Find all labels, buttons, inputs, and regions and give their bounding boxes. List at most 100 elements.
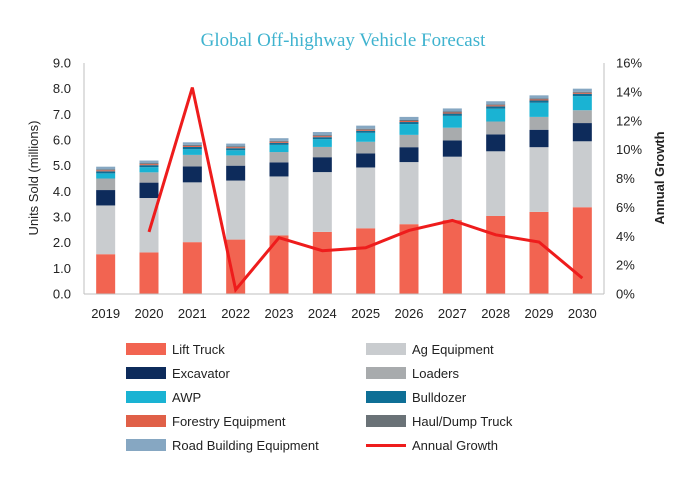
bar-bulldozer-2030 [572, 93, 592, 97]
x-tick-label: 2024 [308, 306, 337, 321]
bar-lift-truck-2028 [486, 215, 506, 294]
bar-road-building-equipment-2029 [529, 95, 549, 99]
legend-swatch [366, 343, 406, 355]
legend-item: Bulldozer [366, 387, 466, 407]
legend-item: Excavator [126, 363, 230, 383]
bar-bulldozer-2027 [442, 113, 462, 116]
bar-excavator-2022 [226, 165, 246, 181]
bar-haul-dump-truck-2025 [356, 128, 376, 130]
bar-haul-dump-truck-2023 [269, 140, 289, 142]
bar-road-building-equipment-2025 [356, 125, 376, 129]
bar-bulldozer-2024 [312, 137, 332, 140]
legend-label: Road Building Equipment [172, 437, 319, 453]
bar-loaders-2029 [529, 116, 549, 130]
y2-tick-label: 0% [616, 287, 635, 302]
bar-bulldozer-2029 [529, 100, 549, 103]
bar-road-building-equipment-2027 [442, 108, 462, 112]
legend-swatch [366, 443, 406, 447]
bar-haul-dump-truck-2028 [486, 104, 506, 106]
bar-excavator-2020 [139, 182, 159, 199]
bar-ag-equipment-2024 [312, 172, 332, 232]
bar-haul-dump-truck-2022 [226, 146, 246, 148]
bar-forestry-equipment-2021 [182, 145, 202, 147]
y2-tick-label: 12% [616, 113, 642, 128]
legend-item: Haul/Dump Truck [366, 411, 512, 431]
bar-loaders-2025 [356, 141, 376, 154]
y-tick-label: 1.0 [53, 261, 71, 276]
bar-road-building-equipment-2028 [486, 101, 506, 105]
bar-haul-dump-truck-2024 [312, 135, 332, 137]
bar-road-building-equipment-2026 [399, 116, 419, 120]
bar-road-building-equipment-2021 [182, 142, 202, 145]
x-tick-label: 2021 [178, 306, 207, 321]
legend-swatch [126, 391, 166, 403]
y2-tick-label: 16% [616, 56, 642, 71]
bar-loaders-2030 [572, 110, 592, 124]
bar-awp-2030 [572, 96, 592, 111]
bar-bulldozer-2019 [96, 171, 116, 174]
bar-awp-2029 [529, 102, 549, 117]
bar-excavator-2019 [96, 190, 116, 206]
bar-road-building-equipment-2019 [96, 166, 116, 170]
bar-excavator-2027 [442, 140, 462, 157]
bar-forestry-equipment-2025 [356, 129, 376, 131]
y2-tick-label: 2% [616, 258, 635, 273]
y2-axis-title: Annual Growth [652, 131, 667, 224]
bar-lift-truck-2024 [312, 231, 332, 294]
legend-label: Lift Truck [172, 341, 225, 357]
legend-item: Ag Equipment [366, 339, 494, 359]
bar-haul-dump-truck-2026 [399, 119, 419, 122]
bar-awp-2022 [226, 150, 246, 156]
bar-road-building-equipment-2023 [269, 138, 289, 141]
x-tick-label: 2022 [221, 306, 250, 321]
bar-loaders-2021 [182, 154, 202, 167]
bar-lift-truck-2030 [572, 207, 592, 294]
y2-tick-label: 10% [616, 142, 642, 157]
bar-ag-equipment-2026 [399, 162, 419, 225]
bar-bulldozer-2025 [356, 130, 376, 133]
y-tick-label: 7.0 [53, 107, 71, 122]
bar-loaders-2028 [486, 121, 506, 135]
bar-excavator-2028 [486, 134, 506, 152]
bar-haul-dump-truck-2027 [442, 111, 462, 113]
legend-swatch [126, 415, 166, 427]
bar-road-building-equipment-2024 [312, 132, 332, 136]
bar-road-building-equipment-2030 [572, 88, 592, 92]
x-tick-label: 2023 [265, 306, 294, 321]
bar-lift-truck-2027 [442, 220, 462, 294]
legend-item: Road Building Equipment [126, 435, 319, 455]
bar-ag-equipment-2029 [529, 147, 549, 212]
legend-label: Ag Equipment [412, 341, 494, 357]
y2-tick-label: 4% [616, 229, 635, 244]
bar-ag-equipment-2028 [486, 151, 506, 216]
y-tick-label: 6.0 [53, 133, 71, 148]
legend-swatch [126, 439, 166, 451]
bar-haul-dump-truck-2021 [182, 144, 202, 146]
legend-label: Annual Growth [412, 437, 498, 453]
bar-loaders-2019 [96, 178, 116, 191]
bar-lift-truck-2019 [96, 254, 116, 294]
x-tick-label: 2027 [438, 306, 467, 321]
bar-lift-truck-2022 [226, 239, 246, 294]
legend-swatch [366, 415, 406, 427]
y-tick-label: 8.0 [53, 81, 71, 96]
bar-lift-truck-2025 [356, 228, 376, 294]
bar-ag-equipment-2022 [226, 180, 246, 240]
bar-loaders-2027 [442, 127, 462, 141]
bar-forestry-equipment-2030 [572, 92, 592, 94]
bar-haul-dump-truck-2019 [96, 169, 116, 171]
y-axis-title: Units Sold (millions) [26, 121, 41, 236]
legend-swatch [126, 367, 166, 379]
bar-lift-truck-2023 [269, 235, 289, 294]
legend-label: Forestry Equipment [172, 413, 286, 429]
x-tick-label: 2030 [568, 306, 597, 321]
y-tick-label: 5.0 [53, 158, 71, 173]
bar-excavator-2024 [312, 157, 332, 173]
bar-bulldozer-2026 [399, 122, 419, 125]
bar-ag-equipment-2021 [182, 182, 202, 243]
bar-road-building-equipment-2020 [139, 160, 159, 164]
bar-awp-2021 [182, 149, 202, 155]
bar-awp-2025 [356, 132, 376, 142]
x-tick-label: 2028 [481, 306, 510, 321]
